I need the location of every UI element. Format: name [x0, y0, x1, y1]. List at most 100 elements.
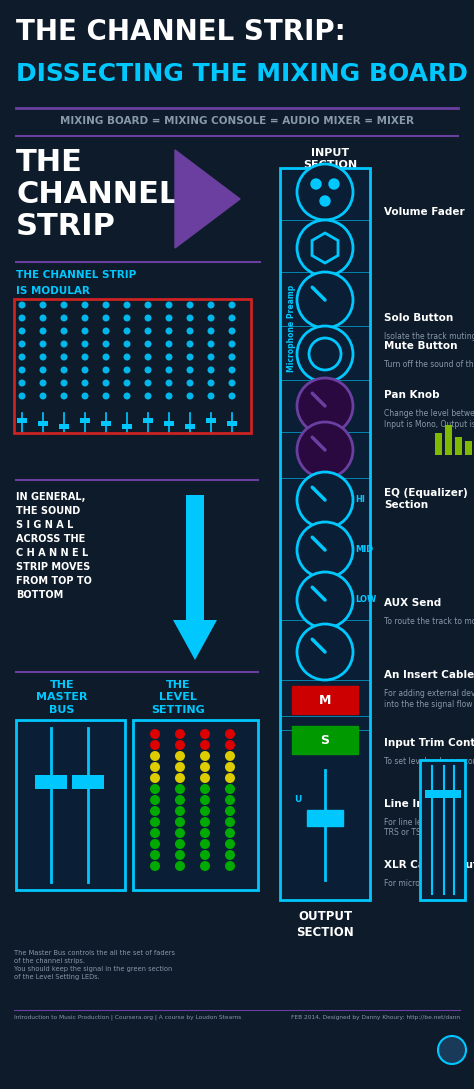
Circle shape [186, 354, 193, 360]
Bar [38, 421, 48, 426]
Text: LOW: LOW [355, 596, 376, 604]
Circle shape [228, 315, 236, 321]
Circle shape [150, 851, 160, 860]
Circle shape [186, 302, 193, 308]
Text: STRIP: STRIP [16, 212, 116, 241]
Circle shape [175, 762, 185, 772]
Circle shape [61, 379, 67, 387]
Circle shape [186, 367, 193, 374]
FancyBboxPatch shape [292, 686, 358, 714]
Text: HI: HI [355, 495, 365, 504]
Text: c: c [448, 1043, 456, 1056]
Circle shape [82, 392, 89, 400]
Circle shape [82, 379, 89, 387]
Circle shape [175, 861, 185, 871]
Circle shape [124, 302, 130, 308]
Text: INPUT
SECTION: INPUT SECTION [303, 148, 357, 170]
Circle shape [124, 315, 130, 321]
Circle shape [18, 354, 26, 360]
Circle shape [102, 328, 109, 334]
Circle shape [297, 164, 353, 220]
Text: CHANNEL: CHANNEL [16, 180, 178, 209]
Text: An Insert Cable Input: An Insert Cable Input [384, 670, 474, 681]
Circle shape [225, 751, 235, 761]
Bar [17, 418, 27, 423]
Circle shape [82, 341, 89, 347]
Text: MID: MID [355, 546, 373, 554]
Circle shape [208, 302, 215, 308]
Circle shape [61, 315, 67, 321]
Circle shape [186, 379, 193, 387]
Circle shape [61, 354, 67, 360]
Circle shape [61, 302, 67, 308]
Circle shape [225, 741, 235, 750]
Polygon shape [173, 620, 217, 660]
Text: Input Trim Control Knob: Input Trim Control Knob [384, 737, 474, 748]
Circle shape [61, 367, 67, 374]
Circle shape [225, 784, 235, 794]
Circle shape [124, 328, 130, 334]
Text: Solo Button: Solo Button [384, 313, 453, 323]
Circle shape [82, 367, 89, 374]
Circle shape [124, 392, 130, 400]
Text: For line level source
TRS or TS cable: For line level source TRS or TS cable [384, 818, 461, 837]
Circle shape [102, 367, 109, 374]
Circle shape [175, 729, 185, 739]
Circle shape [39, 367, 46, 374]
Circle shape [102, 354, 109, 360]
Circle shape [208, 367, 215, 374]
Text: To set levels when recording: To set levels when recording [384, 757, 474, 766]
Circle shape [186, 341, 193, 347]
Bar [447, 790, 461, 798]
Circle shape [175, 851, 185, 860]
Circle shape [39, 315, 46, 321]
Circle shape [200, 806, 210, 816]
Circle shape [145, 315, 152, 321]
Circle shape [297, 378, 353, 435]
Circle shape [150, 806, 160, 816]
Circle shape [102, 315, 109, 321]
Circle shape [82, 302, 89, 308]
Circle shape [208, 315, 215, 321]
Text: Pan Knob: Pan Knob [384, 390, 439, 401]
Circle shape [61, 328, 67, 334]
Bar [80, 418, 90, 423]
Circle shape [82, 315, 89, 321]
Circle shape [102, 379, 109, 387]
Circle shape [175, 751, 185, 761]
Circle shape [329, 179, 339, 189]
Text: Introduction to Music Production | Coursera.org | A course by Loudon Stearns: Introduction to Music Production | Cours… [14, 1015, 241, 1020]
Circle shape [200, 751, 210, 761]
Text: EQ (Equalizer)
Section: EQ (Equalizer) Section [384, 488, 468, 510]
Circle shape [165, 341, 173, 347]
Bar [72, 775, 104, 790]
Circle shape [200, 784, 210, 794]
Circle shape [175, 817, 185, 827]
Circle shape [82, 328, 89, 334]
Circle shape [175, 806, 185, 816]
Circle shape [145, 302, 152, 308]
Circle shape [225, 839, 235, 849]
Circle shape [124, 341, 130, 347]
Circle shape [165, 328, 173, 334]
Circle shape [145, 354, 152, 360]
Circle shape [228, 354, 236, 360]
Bar [122, 424, 132, 429]
Polygon shape [175, 150, 240, 248]
Circle shape [150, 861, 160, 871]
Bar [425, 790, 439, 798]
Text: IS MODULAR: IS MODULAR [16, 286, 90, 296]
Circle shape [150, 795, 160, 805]
Circle shape [39, 379, 46, 387]
Circle shape [18, 341, 26, 347]
Circle shape [186, 328, 193, 334]
Circle shape [225, 806, 235, 816]
Circle shape [225, 762, 235, 772]
Bar [445, 425, 452, 455]
Circle shape [225, 828, 235, 839]
Circle shape [145, 392, 152, 400]
Circle shape [165, 315, 173, 321]
Circle shape [200, 773, 210, 783]
Circle shape [165, 392, 173, 400]
Circle shape [225, 817, 235, 827]
